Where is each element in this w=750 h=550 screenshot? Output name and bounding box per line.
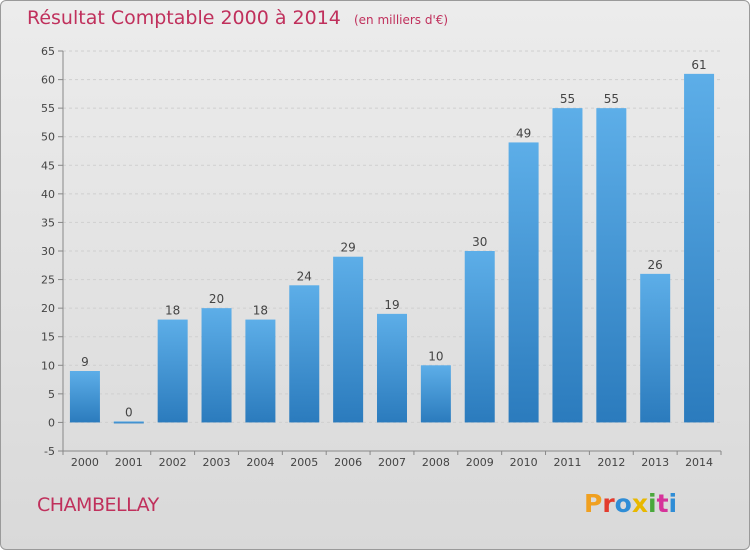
y-tick-label: 0 <box>48 416 55 429</box>
data-label: 9 <box>81 355 89 369</box>
data-label: 49 <box>516 126 531 140</box>
commune-name: CHAMBELLAY <box>37 494 159 516</box>
y-tick-label: 10 <box>41 359 55 372</box>
bar <box>289 285 320 423</box>
bar <box>552 108 583 423</box>
y-tick-label: 25 <box>41 274 55 287</box>
bar <box>245 319 276 423</box>
x-tick-label: 2006 <box>334 456 362 469</box>
data-label: 55 <box>560 92 575 106</box>
data-label: 19 <box>384 298 399 312</box>
brand-letter: o <box>614 489 632 518</box>
data-label: 30 <box>472 235 487 249</box>
y-axis-tick-labels: -5 0 5 10 15 20 25 30 35 40 45 50 55 60 65 <box>41 45 55 458</box>
y-tick-label: 5 <box>48 388 55 401</box>
y-tick-label: 35 <box>41 216 55 229</box>
title-row: Résultat Comptable 2000 à 2014 (en milli… <box>27 7 448 29</box>
y-tick-label: 45 <box>41 159 55 172</box>
data-label: 20 <box>209 292 224 306</box>
data-label: 24 <box>297 269 312 283</box>
bar <box>157 319 188 423</box>
x-axis-tick-labels: 2000 2001 2002 2003 2004 2005 2006 2007 2008 2009… <box>62 451 722 469</box>
bar <box>333 256 364 423</box>
bar <box>377 313 407 423</box>
bar <box>684 73 715 423</box>
data-label: 0 <box>125 405 133 419</box>
x-tick-label: 2014 <box>685 456 713 469</box>
bar <box>69 371 100 423</box>
brand-letter: i <box>668 489 678 518</box>
y-tick-label: 40 <box>41 188 55 201</box>
x-tick-label: 2011 <box>553 456 581 469</box>
axes <box>62 51 721 452</box>
y-tick-label: 50 <box>41 131 55 144</box>
x-tick-label: 2009 <box>466 456 494 469</box>
y-tick-label: 15 <box>41 331 55 344</box>
chart-unit: (en milliers d'€) <box>353 13 449 27</box>
bar <box>420 365 451 423</box>
x-tick-label: 2013 <box>641 456 669 469</box>
x-tick-label: 2000 <box>71 456 99 469</box>
y-tick-label: 60 <box>41 74 55 87</box>
bar <box>113 421 144 424</box>
y-tick-label: 30 <box>41 245 55 258</box>
data-label: 26 <box>648 258 663 272</box>
brand-letter: i <box>648 489 657 518</box>
x-tick-label: 2008 <box>422 456 450 469</box>
brand-letter: x <box>631 489 648 518</box>
x-tick-label: 2007 <box>378 456 406 469</box>
bar <box>596 108 627 423</box>
bar <box>640 273 671 423</box>
x-tick-label: 2002 <box>159 456 187 469</box>
proxiti-logo[interactable]: Proxiti <box>584 489 677 518</box>
x-tick-label: 2003 <box>203 456 231 469</box>
x-tick-label: 2005 <box>290 456 318 469</box>
brand-letter: P <box>584 489 603 518</box>
data-label: 18 <box>165 304 180 318</box>
x-tick-label: 2010 <box>510 456 538 469</box>
data-label: 29 <box>340 241 355 255</box>
data-label: 10 <box>428 349 443 363</box>
y-tick-label: -5 <box>44 445 55 458</box>
y-tick-label: 65 <box>41 45 55 58</box>
x-tick-label: 2001 <box>115 456 143 469</box>
bars <box>69 73 715 424</box>
chart-title: Résultat Comptable 2000 à 2014 <box>27 7 341 29</box>
brand-letter: t <box>656 489 669 518</box>
data-label: 61 <box>691 58 706 72</box>
y-tick-label: 20 <box>41 302 55 315</box>
brand-letter: r <box>602 489 615 518</box>
bar <box>201 308 232 423</box>
bar <box>508 142 539 423</box>
x-tick-label: 2012 <box>597 456 625 469</box>
y-tick-label: 55 <box>41 102 55 115</box>
data-label: 55 <box>604 92 619 106</box>
bar <box>464 251 495 423</box>
data-label: 18 <box>253 304 268 318</box>
x-tick-label: 2004 <box>246 456 274 469</box>
data-labels: 9 0 18 20 18 24 29 19 10 30 49 55 55 26 61 <box>81 58 707 420</box>
